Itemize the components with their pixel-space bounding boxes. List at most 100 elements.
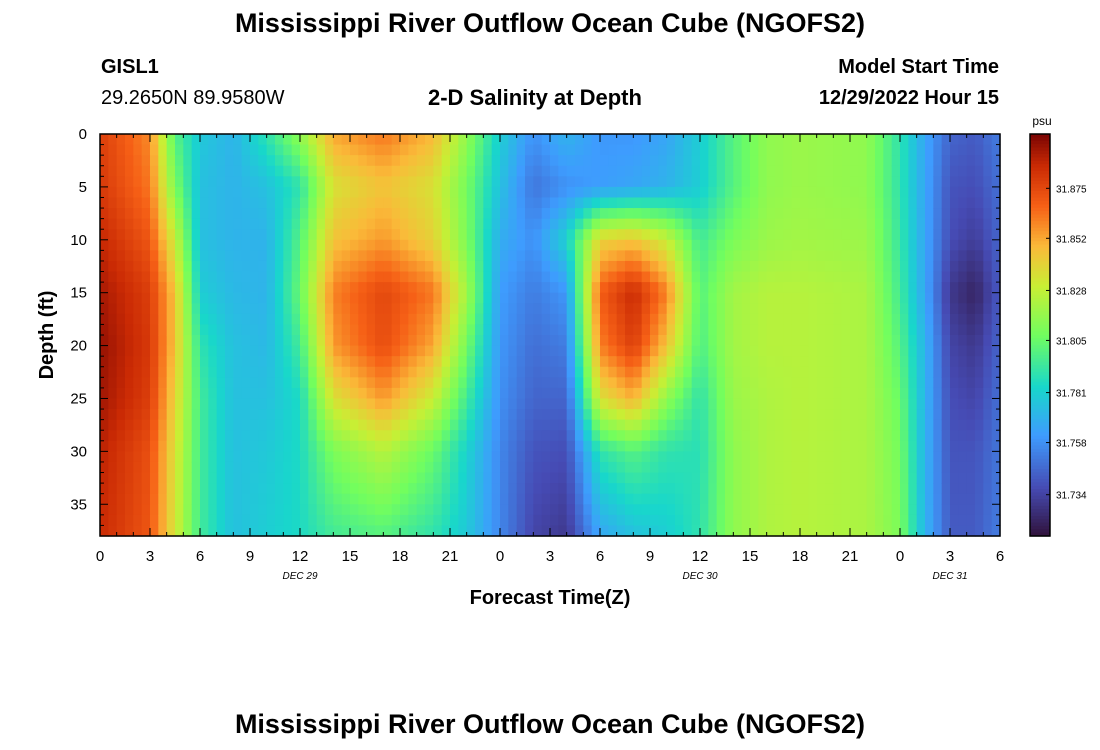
heatmap-cell — [750, 430, 759, 442]
heatmap-cell — [758, 483, 768, 495]
colorbar-segment — [1030, 201, 1050, 205]
heatmap-cell — [125, 472, 134, 484]
heatmap-cell — [266, 356, 276, 368]
heatmap-cell — [241, 144, 251, 156]
heatmap-cell — [191, 525, 201, 537]
heatmap-cell — [133, 440, 143, 452]
heatmap-cell — [658, 451, 668, 463]
heatmap-cell — [533, 440, 543, 452]
heatmap-cell — [991, 461, 1001, 474]
heatmap-cell — [266, 525, 276, 537]
heatmap-cell — [183, 514, 193, 527]
heatmap-cell — [400, 292, 409, 304]
heatmap-cell — [200, 239, 209, 251]
heatmap-cell — [275, 186, 284, 199]
heatmap-cell — [958, 419, 968, 431]
heatmap-cell — [566, 165, 576, 177]
heatmap-cell — [383, 419, 393, 431]
heatmap-cell — [525, 165, 534, 177]
heatmap-cell — [925, 186, 934, 199]
heatmap-cell — [416, 504, 426, 516]
x-tick-label: 9 — [646, 548, 654, 565]
heatmap-cell — [825, 514, 834, 527]
heatmap-cell — [458, 144, 468, 156]
heatmap-cell — [241, 514, 251, 527]
heatmap-cell — [325, 493, 334, 505]
heatmap-cell — [308, 451, 318, 463]
heatmap-cell — [383, 472, 393, 484]
heatmap-cell — [991, 260, 1001, 273]
heatmap-cell — [666, 239, 676, 251]
heatmap-cell — [750, 440, 759, 452]
heatmap-cell — [866, 229, 876, 241]
heatmap-cell — [975, 176, 984, 188]
heatmap-cell — [683, 409, 693, 421]
heatmap-cell — [200, 303, 209, 315]
heatmap-cell — [775, 155, 784, 167]
heatmap-cell — [750, 419, 759, 431]
heatmap-cell — [991, 186, 1001, 199]
heatmap-cell — [800, 493, 809, 505]
heatmap-cell — [166, 176, 176, 188]
heatmap-cell — [650, 504, 659, 516]
heatmap-cell — [275, 409, 284, 421]
heatmap-cell — [358, 324, 368, 336]
heatmap-cell — [925, 229, 934, 241]
heatmap-cell — [741, 409, 751, 421]
heatmap-cell — [933, 324, 943, 336]
heatmap-cell — [741, 271, 751, 283]
heatmap-cell — [350, 493, 359, 505]
heatmap-cell — [116, 292, 126, 304]
heatmap-cell — [658, 197, 668, 209]
heatmap-cell — [841, 387, 851, 400]
heatmap-cell — [458, 504, 468, 516]
heatmap-cell — [375, 472, 384, 484]
heatmap-cell — [575, 461, 584, 474]
heatmap-cell — [541, 229, 551, 241]
heatmap-cell — [100, 493, 109, 505]
x-tick-label: 12 — [292, 548, 309, 565]
heatmap-cell — [250, 303, 259, 315]
heatmap-cell — [300, 155, 309, 167]
heatmap-cell — [891, 356, 901, 368]
heatmap-cell — [983, 218, 993, 230]
heatmap-cell — [500, 313, 509, 326]
heatmap-cell — [633, 324, 643, 336]
heatmap-cell — [700, 451, 709, 463]
heatmap-cell — [783, 430, 793, 442]
heatmap-cell — [383, 409, 393, 421]
heatmap-cell — [150, 176, 159, 188]
heatmap-cell — [575, 229, 584, 241]
heatmap-cell — [383, 292, 393, 304]
heatmap-cell — [441, 229, 451, 241]
heatmap-cell — [458, 324, 468, 336]
heatmap-cell — [208, 419, 218, 431]
heatmap-cell — [100, 419, 109, 431]
heatmap-cell — [641, 208, 651, 220]
heatmap-cell — [791, 493, 801, 505]
heatmap-cell — [475, 313, 484, 326]
heatmap-cell — [333, 356, 343, 368]
heatmap-cell — [991, 483, 1001, 495]
heatmap-cell — [450, 165, 459, 177]
heatmap-cell — [258, 335, 268, 347]
heatmap-cell — [800, 345, 809, 357]
heatmap-cell — [716, 356, 726, 368]
heatmap-cell — [200, 387, 209, 400]
heatmap-cell — [175, 303, 184, 315]
heatmap-cell — [466, 335, 476, 347]
heatmap-cell — [541, 377, 551, 389]
heatmap-cell — [108, 134, 118, 146]
heatmap-cell — [650, 493, 659, 505]
heatmap-cell — [933, 419, 943, 431]
heatmap-cell — [458, 472, 468, 484]
heatmap-cell — [500, 282, 509, 294]
heatmap-cell — [566, 504, 576, 516]
heatmap-cell — [408, 514, 418, 527]
heatmap-cell — [525, 197, 534, 209]
heatmap-cell — [908, 398, 918, 410]
heatmap-cell — [950, 472, 959, 484]
heatmap-cell — [666, 313, 676, 326]
heatmap-cell — [250, 208, 259, 220]
heatmap-cell — [266, 229, 276, 241]
